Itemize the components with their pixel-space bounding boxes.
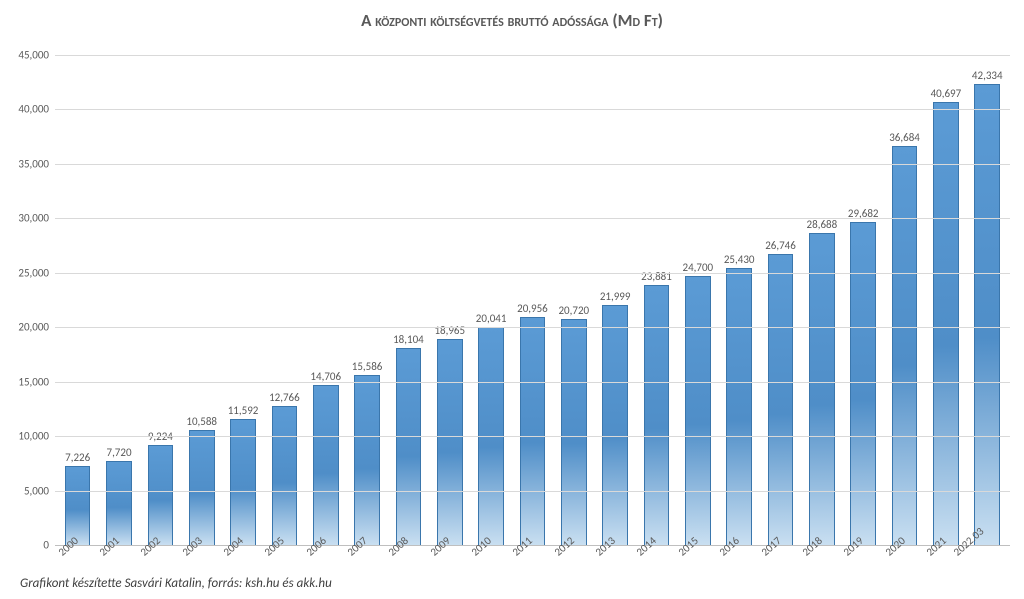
bar: 36,684 (892, 146, 918, 545)
bar: 18,965 (437, 339, 463, 546)
gridline (55, 491, 1010, 492)
source-note: Grafikont készítette Sasvári Katalin, fo… (20, 576, 332, 591)
bar: 12,766 (272, 406, 298, 545)
y-axis-tick: 20,000 (4, 321, 49, 334)
bars-group: 7,22620007,72020019,224200210,588200311,… (55, 55, 1010, 545)
bar-slot: 25,4302016 (719, 55, 760, 545)
bar: 40,697 (933, 102, 959, 545)
bar-value-label: 21,999 (600, 290, 631, 303)
bar-slot: 23,8812014 (636, 55, 677, 545)
y-axis-tick: 35,000 (4, 157, 49, 170)
bar-value-label: 36,684 (889, 131, 920, 144)
gridline (55, 273, 1010, 274)
bar: 25,430 (726, 268, 752, 545)
bar-slot: 11,5922004 (222, 55, 263, 545)
bar-slot: 40,6972021 (925, 55, 966, 545)
chart-container: A központi költségvetés bruttó adóssága … (0, 0, 1024, 599)
bar: 42,334 (974, 84, 1000, 545)
plot-area: 7,22620007,72020019,224200210,588200311,… (55, 55, 1010, 546)
gridline (55, 109, 1010, 110)
y-axis-tick: 40,000 (4, 103, 49, 116)
bar-slot: 10,5882003 (181, 55, 222, 545)
bar: 20,956 (520, 317, 546, 545)
bar-value-label: 18,104 (393, 333, 424, 346)
bar-value-label: 40,697 (931, 87, 962, 100)
y-axis-tick: 10,000 (4, 430, 49, 443)
bar: 23,881 (644, 285, 670, 545)
bar-slot: 28,6882018 (801, 55, 842, 545)
bar: 15,586 (354, 375, 380, 545)
bar-slot: 18,9652009 (429, 55, 470, 545)
bar-value-label: 15,586 (352, 360, 383, 373)
bar-slot: 24,7002015 (677, 55, 718, 545)
bar-value-label: 28,688 (807, 218, 838, 231)
bar: 26,746 (768, 254, 794, 545)
bar-value-label: 42,334 (972, 69, 1003, 82)
bar-slot: 26,7462017 (760, 55, 801, 545)
bar-slot: 9,2242002 (140, 55, 181, 545)
bar: 28,688 (809, 233, 835, 545)
bar: 9,224 (148, 445, 174, 545)
bar-slot: 7,2262000 (57, 55, 98, 545)
bar-value-label: 11,592 (228, 404, 259, 417)
bar: 7,720 (106, 461, 132, 545)
bar: 21,999 (602, 305, 628, 545)
y-axis-tick: 15,000 (4, 375, 49, 388)
bar-slot: 7,7202001 (98, 55, 139, 545)
bar: 7,226 (65, 466, 91, 545)
gridline (55, 436, 1010, 437)
bar-slot: 20,0412010 (470, 55, 511, 545)
bar: 10,588 (189, 430, 215, 545)
bar: 24,700 (685, 276, 711, 545)
bar-slot: 15,5862007 (346, 55, 387, 545)
chart-title: A központi költségvetés bruttó adóssága … (0, 10, 1024, 31)
bar-slot: 20,7202012 (553, 55, 594, 545)
y-axis-tick: 30,000 (4, 212, 49, 225)
gridline (55, 164, 1010, 165)
bar-slot: 18,1042008 (388, 55, 429, 545)
bar-value-label: 7,720 (106, 446, 131, 459)
bar-value-label: 18,965 (434, 324, 465, 337)
bar-value-label: 25,430 (724, 253, 755, 266)
bar-value-label: 26,746 (765, 239, 796, 252)
gridline (55, 327, 1010, 328)
bar-slot: 14,7062006 (305, 55, 346, 545)
bar-slot: 36,6842020 (884, 55, 925, 545)
y-axis-tick: 0 (4, 539, 49, 552)
gridline (55, 55, 1010, 56)
bar-value-label: 7,226 (65, 451, 90, 464)
y-axis-tick: 45,000 (4, 49, 49, 62)
bar-value-label: 12,766 (269, 391, 300, 404)
bar-slot: 12,7662005 (264, 55, 305, 545)
gridline (55, 382, 1010, 383)
bar-value-label: 20,041 (476, 312, 507, 325)
bar-slot: 21,9992013 (594, 55, 635, 545)
bar-slot: 20,9562011 (512, 55, 553, 545)
bar-value-label: 10,588 (186, 415, 217, 428)
bar: 18,104 (396, 348, 422, 545)
bar: 14,706 (313, 385, 339, 545)
gridline (55, 218, 1010, 219)
bar-value-label: 20,720 (558, 304, 589, 317)
bar: 20,720 (561, 319, 587, 545)
bar: 29,682 (850, 222, 876, 545)
y-axis-tick: 5,000 (4, 484, 49, 497)
y-axis-tick: 25,000 (4, 266, 49, 279)
bar: 11,592 (230, 419, 256, 545)
bar-slot: 42,3342022.03 (967, 55, 1008, 545)
bar-slot: 29,6822019 (843, 55, 884, 545)
bar-value-label: 20,956 (517, 302, 548, 315)
